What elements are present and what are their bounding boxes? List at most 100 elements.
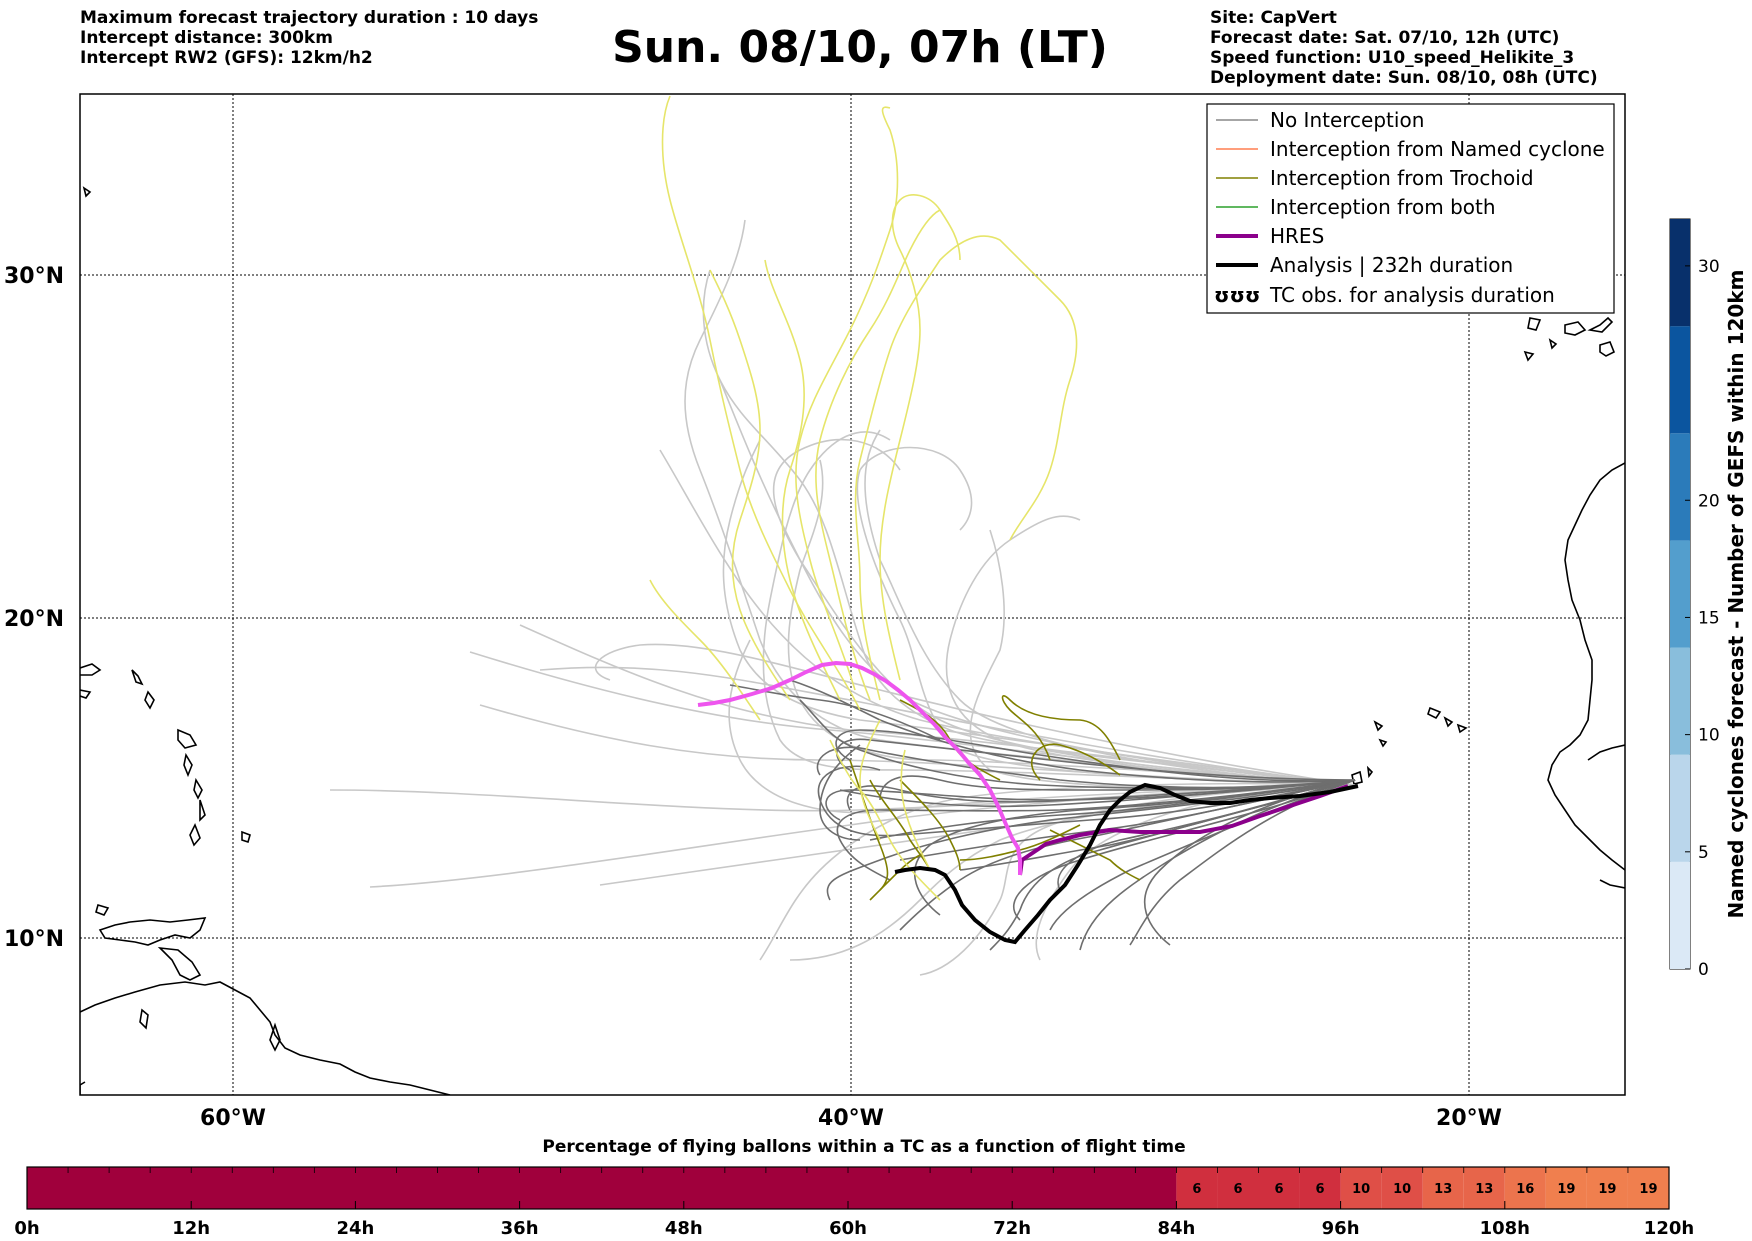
caribbean-island: [269, 1022, 281, 1052]
flight-time-bar-value: 13: [1475, 1182, 1493, 1197]
trajectory: [729, 684, 941, 741]
trajectory: [702, 269, 1356, 786]
colorbar-band: [1670, 326, 1690, 434]
header-right-line: Forecast date: Sat. 07/10, 12h (UTC): [1210, 28, 1560, 48]
header-left: Maximum forecast trajectory duration : 1…: [80, 8, 538, 68]
lat-label: 20°N: [4, 607, 64, 632]
caribbean-island: [241, 830, 251, 844]
colorbar-ticks: 0 5 10 15 20 30: [1685, 257, 1720, 980]
cape-verde-island: [1456, 723, 1468, 734]
header-left-line: Maximum forecast trajectory duration : 1…: [80, 8, 539, 28]
trajectory: [829, 739, 941, 901]
header-right-line: Site: CapVert: [1210, 8, 1337, 28]
lon-label: 40°W: [818, 1106, 884, 1131]
flight-time-bar-value: 13: [1434, 1182, 1452, 1197]
colorbar-tick-label: 0: [1698, 960, 1709, 980]
flight-time-bar-value: 10: [1352, 1182, 1370, 1197]
flight-time-bar-cell: [1340, 1167, 1382, 1209]
trajectory: [789, 679, 1356, 783]
legend: No Interception Interception from Named …: [1206, 103, 1615, 314]
legend-box: [1206, 103, 1615, 314]
trajectory: [661, 95, 861, 711]
trajectory: [835, 729, 1356, 782]
africa-coast: [1599, 879, 1625, 889]
trajectory: [899, 779, 961, 871]
caribbean-island: [177, 728, 198, 749]
caribbean-island: [80, 689, 92, 699]
flight-time-bar-ticks: 0h 12h 24h 36h 48h 60h 72h 84h 96h 108h 120h: [14, 1201, 1694, 1239]
trajectory: [1001, 695, 1121, 761]
caribbean-island: [80, 663, 102, 676]
legend-label: TC obs. for analysis duration: [1269, 283, 1555, 307]
trajectory: [879, 194, 961, 681]
cape-verde-island: [1427, 706, 1442, 720]
trajectory: [854, 235, 1078, 701]
flight-time-bar-tick-label: 60h: [829, 1218, 867, 1239]
flight-time-bar-tick-label: 48h: [665, 1218, 703, 1239]
header-left-line: Intercept distance: 300km: [80, 28, 333, 48]
south-america-coast: [80, 981, 451, 1095]
flight-time-bar-cell: [1299, 1167, 1341, 1209]
colorbar-band: [1670, 861, 1690, 969]
flight-time-bar-tick-label: 12h: [172, 1218, 210, 1239]
flight-time-bar-cell: [1586, 1167, 1628, 1209]
caribbean-island: [98, 917, 207, 946]
trajectory: [856, 446, 1356, 786]
flight-time-bar-cell: [1463, 1167, 1505, 1209]
flight-time-bar-cell: [1217, 1167, 1259, 1209]
flight-time-bar-cell: [1627, 1167, 1669, 1209]
flight-time-bar-title: Percentage of flying ballons within a TC…: [542, 1137, 1185, 1157]
caribbean-island: [144, 690, 155, 710]
flight-time-bar-value: 10: [1393, 1182, 1411, 1197]
trajectory: [869, 854, 921, 901]
header-right-line: Deployment date: Sun. 08/10, 08h (UTC): [1210, 68, 1598, 88]
flight-time-bar-value: 16: [1516, 1182, 1534, 1197]
flight-time-bar-cell: [1258, 1167, 1300, 1209]
analysis-trajectory: [894, 782, 1359, 945]
caribbean-island: [157, 946, 202, 981]
legend-label: Interception from Named cyclone: [1270, 137, 1605, 161]
flight-time-bar-tick-label: 72h: [993, 1218, 1031, 1239]
trajectory: [539, 666, 1356, 786]
trajectory: [879, 775, 1356, 801]
flight-time-bar-tick-label: 108h: [1480, 1218, 1530, 1239]
page-title: Sun. 08/10, 07h (LT): [612, 22, 1108, 73]
flight-time-bar-base: [27, 1167, 1177, 1209]
flight-time-bar-tick-label: 0h: [14, 1218, 39, 1239]
lat-label: 10°N: [4, 927, 64, 952]
flight-time-bar-cell: [1422, 1167, 1464, 1209]
colorbar-band: [1670, 540, 1690, 648]
flight-time-bar-tick-label: 96h: [1322, 1218, 1360, 1239]
cape-verde-island: [1366, 765, 1374, 779]
trajectory: [900, 749, 931, 871]
africa-coast: [1587, 744, 1625, 761]
colorbar-title: Named cyclones forecast - Number of GEFS…: [1724, 270, 1748, 919]
yellow-trajectories: [649, 95, 1078, 901]
colorbar-tick-label: 20: [1698, 491, 1720, 511]
flight-time-bar: Percentage of flying ballons within a TC…: [14, 1137, 1694, 1239]
trajectory: [815, 209, 941, 701]
canary-island: [1527, 317, 1542, 331]
flight-time-bar-tick-label: 120h: [1644, 1218, 1694, 1239]
caribbean-island: [199, 799, 206, 822]
tc-obs-symbol: ʊʊʊ: [1214, 283, 1260, 307]
trajectory: [1031, 743, 1121, 781]
cape-verde-island: [1378, 738, 1388, 748]
legend-label: HRES: [1270, 224, 1324, 248]
dark-trajectories: [729, 679, 1356, 951]
africa-coast: [1547, 462, 1625, 871]
trajectory: [859, 719, 881, 841]
canary-island: [1599, 341, 1616, 357]
hres-trajectory-segment: [1018, 784, 1349, 876]
legend-label: Interception from both: [1270, 195, 1496, 219]
cape-verde-island: [1373, 720, 1384, 732]
colorbar-tick-label: 10: [1698, 726, 1720, 746]
caribbean-island: [131, 669, 144, 686]
colorbar-gradient: [1670, 219, 1690, 969]
trajectory: [1013, 779, 1356, 921]
colorbar: 0 5 10 15 20 30 Named cyclones forecast - Num…: [1669, 218, 1748, 980]
colorbar-band: [1670, 219, 1690, 327]
canary-island: [1548, 338, 1558, 350]
flight-time-bar-value: 6: [1233, 1182, 1242, 1197]
cape-verde-island: [1443, 716, 1454, 728]
